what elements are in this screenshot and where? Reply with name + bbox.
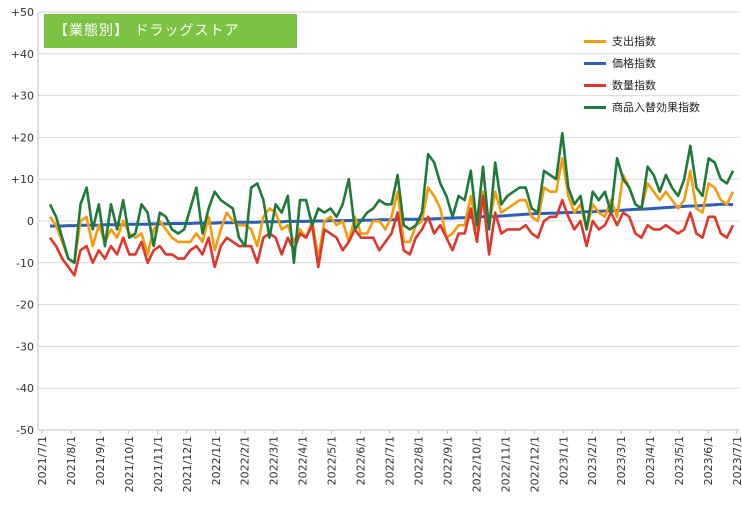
y-tick-label: +50 [11,6,34,19]
series-line-spending [48,157,735,265]
y-tick-label: +10 [11,173,34,186]
legend-label: 支出指数 [612,35,656,48]
x-tick-label: 2022/6/1 [355,436,368,485]
y-tick-label: +40 [11,48,34,61]
x-tick-label: 2022/3/1 [268,436,281,485]
legend-label: 数量指数 [612,79,656,92]
y-tick-label: +20 [11,131,34,144]
legend-swatch-replacement [584,105,606,109]
x-tick-label: 2022/11/1 [499,436,512,492]
x-tick-label: 2023/7/1 [731,436,742,485]
x-tick-label: 2021/11/1 [152,436,165,492]
legend-item-replacement: 商品入替効果指数 [584,96,700,118]
x-tick-label: 2022/2/1 [239,436,252,485]
legend-swatch-price [584,61,606,65]
x-tick-label: 2021/10/1 [123,436,136,492]
x-tick-label: 2021/7/1 [36,436,49,485]
x-tick-label: 2023/3/1 [615,436,628,485]
legend-label: 価格指数 [612,57,656,70]
y-tick-label: -30 [16,340,34,353]
legend-swatch-quantity [584,83,606,87]
series-line-quantity [48,194,735,277]
y-tick-label: -10 [16,257,34,270]
x-tick-label: 2023/5/1 [673,436,686,485]
x-tick-label: 2023/6/1 [702,436,715,485]
x-tick-label: 2023/2/1 [586,436,599,485]
y-axis: -50 -40 -30 -20 -10 0 +10 +20 +30 +40 +50 [11,6,39,437]
x-tick-label: 2022/12/1 [528,436,541,492]
x-tick-label: 2021/12/1 [181,436,194,492]
legend-label: 商品入替効果指数 [612,101,700,114]
legend-item-price: 価格指数 [584,52,700,74]
y-tick-label: -50 [16,424,34,437]
legend-item-quantity: 数量指数 [584,74,700,96]
y-tick-label: -20 [16,299,34,312]
x-tick-label: 2022/1/1 [210,436,223,485]
x-tick-label: 2022/9/1 [441,436,454,485]
x-tick-label: 2021/9/1 [94,436,107,485]
series-lines [48,131,735,277]
legend-item-spending: 支出指数 [584,30,700,52]
y-tick-label: 0 [27,215,34,228]
legend: 支出指数 価格指数 数量指数 商品入替効果指数 [584,30,700,118]
x-tick-label: 2022/7/1 [384,436,397,485]
x-tick-label: 2021/8/1 [65,436,78,485]
legend-swatch-spending [584,39,606,43]
x-tick-label: 2022/5/1 [326,436,339,485]
x-tick-label: 2023/1/1 [557,436,570,485]
y-tick-label: +30 [11,90,34,103]
x-tick-label: 2022/10/1 [470,436,483,492]
x-tick-label: 2023/4/1 [644,436,657,485]
y-tick-label: -40 [16,382,34,395]
x-axis: 2021/7/1 2021/8/1 2021/9/1 2021/10/1 2021/11… [36,429,742,492]
chart-title: 【業態別】 ドラッグストア [44,14,297,48]
x-tick-label: 2022/8/1 [412,436,425,485]
x-tick-label: 2022/4/1 [297,436,310,485]
series-line-replacement [48,131,735,265]
